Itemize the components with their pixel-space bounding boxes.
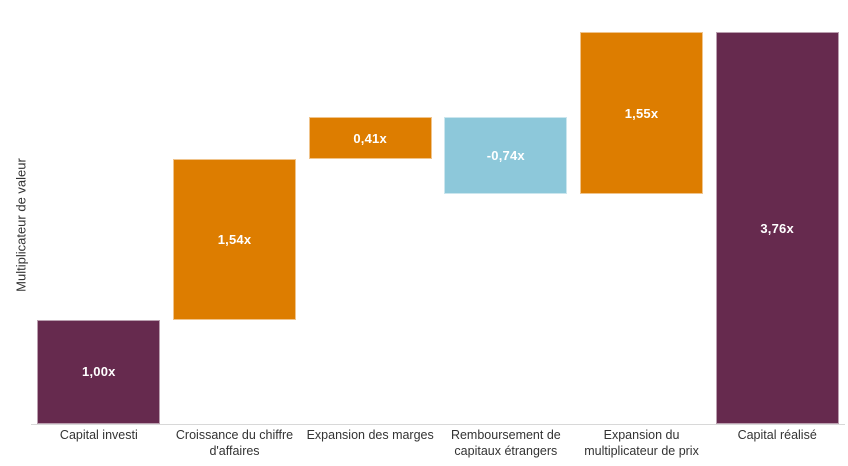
y-axis-title: Multiplicateur de valeur bbox=[13, 158, 29, 292]
x-axis-category-label: Capital investi bbox=[59, 428, 138, 442]
x-axis-category-label: Expansion du multiplicateur de prix bbox=[584, 428, 699, 459]
waterfall-bar[interactable]: 1,55x bbox=[580, 32, 703, 194]
waterfall-bar[interactable]: 1,00x bbox=[37, 319, 161, 424]
x-axis-category-label: Croissance du chiffre d'affaires bbox=[175, 428, 294, 459]
waterfall-bar[interactable]: 3,76x bbox=[715, 32, 839, 424]
bar-value-label: 0,41x bbox=[353, 130, 387, 146]
x-axis-category-label: Remboursement de capitaux étrangers bbox=[450, 428, 561, 459]
bar-value-label: 1,55x bbox=[624, 105, 659, 121]
waterfall-bar[interactable]: 0,41x bbox=[308, 116, 432, 160]
x-axis-category-label: Expansion des marges bbox=[306, 428, 434, 442]
bar-value-label: 3,76x bbox=[760, 220, 794, 236]
plot-area: 1,00x 1,54x 0,41x -0,74x 1,55x 3,76x bbox=[31, 0, 845, 425]
bar-value-label: 1,00x bbox=[82, 364, 116, 380]
bar-value-label: -0,74x bbox=[486, 147, 525, 163]
x-axis-labels: Capital investi Croissance du chiffre d'a… bbox=[31, 427, 845, 460]
x-axis-category-label: Capital réalisé bbox=[737, 428, 817, 442]
waterfall-bar[interactable]: 1,54x bbox=[173, 159, 296, 320]
bar-value-label: 1,54x bbox=[217, 232, 252, 248]
waterfall-bar[interactable]: -0,74x bbox=[444, 116, 568, 194]
